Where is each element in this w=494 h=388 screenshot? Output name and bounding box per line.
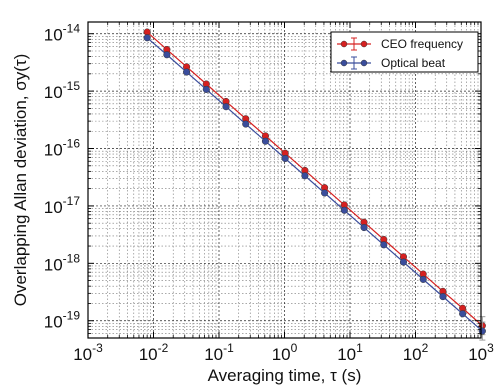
optical-beat-point	[360, 223, 368, 232]
legend-marker	[360, 40, 368, 48]
optical-beat-point	[222, 103, 230, 111]
y-tick-label: 10-15	[44, 79, 81, 102]
optical-beat-marker	[163, 51, 171, 59]
y-tick-label: 10-18	[44, 251, 81, 274]
optical-beat-marker	[183, 68, 191, 76]
optical-beat-marker	[321, 189, 329, 197]
ceo-frequency-line	[146, 31, 483, 327]
optical-beat-point	[380, 241, 388, 249]
optical-beat-point	[183, 68, 191, 76]
optical-beat-marker	[380, 241, 388, 249]
y-axis-label: Overlapping Allan deviation, σy(τ)	[11, 54, 30, 307]
optical-beat-marker	[439, 293, 447, 301]
optical-beat-point	[340, 206, 348, 214]
optical-beat-point	[419, 275, 427, 283]
optical-beat-point	[281, 154, 289, 163]
optical-beat-point	[301, 172, 309, 180]
legend-label: CEO frequency	[381, 37, 463, 51]
optical-beat-point	[261, 137, 270, 145]
optical-beat-marker	[340, 206, 348, 214]
optical-beat-point	[242, 120, 250, 128]
x-tick-label: 103	[468, 341, 494, 364]
legend-box	[330, 31, 479, 73]
optical-beat-point	[459, 310, 467, 318]
optical-beat-point	[202, 85, 210, 93]
optical-beat-marker	[459, 310, 467, 318]
legend: CEO frequency Optical beat	[330, 31, 479, 73]
x-tick-label: 10-1	[204, 341, 234, 364]
optical-beat-point	[399, 258, 408, 266]
optical-beat-marker	[281, 154, 289, 163]
optical-beat-marker	[301, 172, 309, 180]
optical-beat-marker	[222, 103, 230, 111]
x-axis-label: Averaging time, τ (s)	[208, 366, 362, 385]
optical-beat-marker	[202, 85, 210, 93]
y-tick-label: 10-17	[44, 194, 81, 217]
optical-beat-line	[146, 37, 483, 332]
optical-beat-marker	[360, 223, 368, 232]
legend-marker	[360, 59, 368, 67]
optical-beat-point	[143, 34, 151, 42]
optical-beat-point	[439, 293, 447, 301]
optical-beat-point	[163, 51, 171, 59]
minor-grid	[88, 22, 481, 338]
legend-marker	[340, 59, 348, 67]
x-tick-label: 102	[403, 341, 429, 364]
y-tick-label: 10-16	[44, 137, 81, 160]
y-tick-label: 10-14	[44, 22, 81, 45]
legend-item-ceo-frequency: CEO frequency	[337, 37, 463, 51]
x-tick-label: 101	[337, 341, 363, 364]
y-tick-labels: 10-19 10-18 10-17 10-16 10-15 10-14	[44, 22, 81, 332]
series-layer	[143, 28, 486, 341]
legend-item-optical-beat: Optical beat	[337, 56, 446, 70]
legend-marker	[340, 40, 348, 48]
optical-beat-marker	[143, 34, 151, 42]
x-tick-label: 100	[272, 341, 298, 364]
y-tick-label: 10-19	[44, 309, 81, 332]
optical-beat-marker	[261, 137, 270, 145]
ticks-layer	[87, 22, 482, 338]
optical-beat-point	[321, 189, 329, 197]
x-tick-label: 10-2	[139, 341, 169, 364]
x-tick-labels: 10-3 10-2 10-1 100 101 102 103	[73, 341, 494, 364]
major-grid	[88, 22, 481, 338]
optical-beat-marker	[399, 258, 408, 266]
x-tick-label: 10-3	[73, 341, 103, 364]
optical-beat-marker	[242, 120, 250, 128]
optical-beat-marker	[419, 275, 427, 283]
legend-label: Optical beat	[381, 56, 446, 70]
